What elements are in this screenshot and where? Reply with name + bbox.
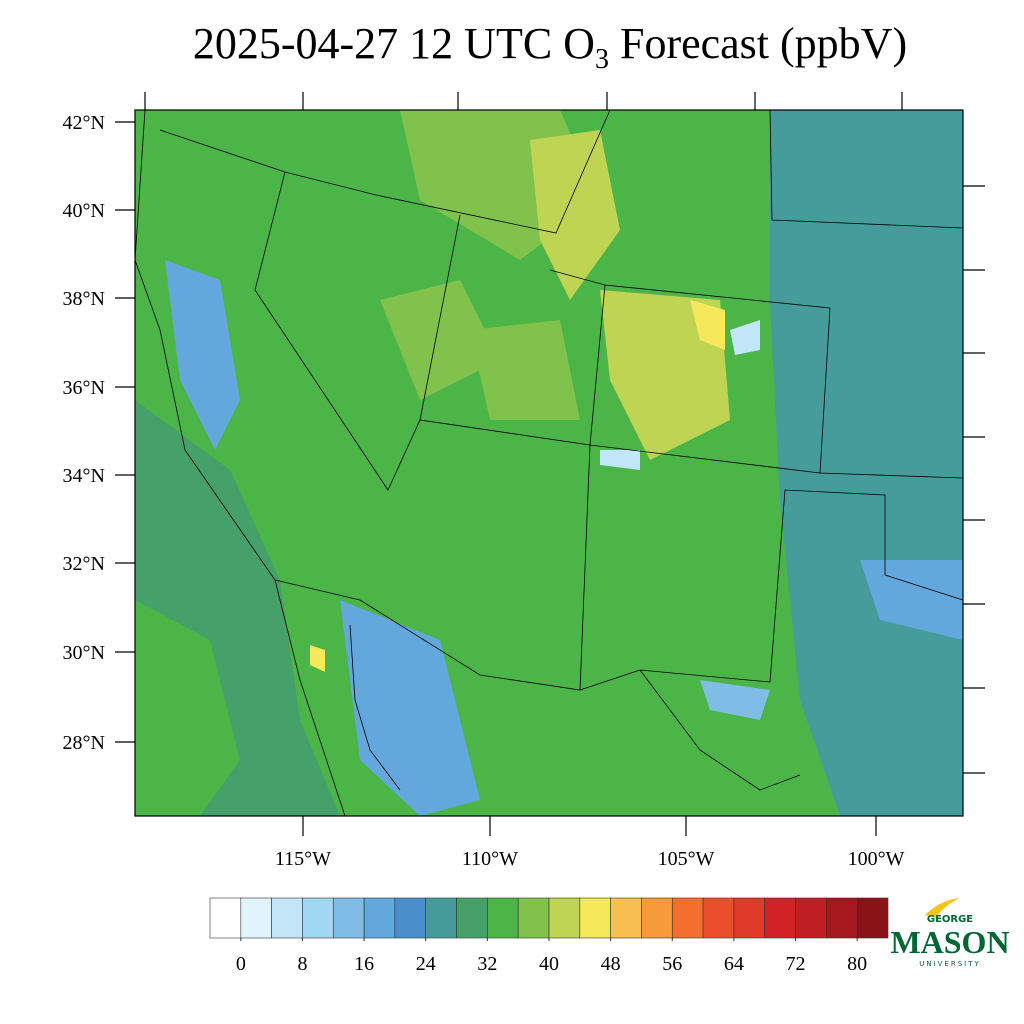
colorbar-box — [579, 897, 611, 939]
lon-label: 110°W — [462, 848, 518, 870]
colorbar-box — [517, 897, 550, 939]
lon-label: 115°W — [275, 848, 331, 870]
colorbar-box — [548, 897, 581, 939]
colorbar-tick-label: 8 — [297, 953, 307, 975]
logo: GEORGE MASON UNIVERSITY — [890, 898, 1010, 968]
title-sub: 3 — [595, 44, 609, 75]
map-field — [135, 110, 963, 816]
colorbar-box — [764, 897, 796, 939]
map-frame — [134, 109, 964, 817]
colorbar-box — [795, 897, 827, 939]
colorbar-tick-label: 72 — [786, 953, 806, 975]
colorbar-tick-label: 16 — [354, 953, 374, 975]
colorbar-box — [302, 897, 334, 939]
colorbar-box — [332, 897, 365, 939]
colorbar-box — [240, 897, 272, 939]
title-end: Forecast (ppbV) — [609, 19, 907, 68]
colorbar-box — [610, 897, 642, 939]
lat-label: 40°N — [63, 200, 105, 222]
colorbar-tick-label: 40 — [539, 953, 559, 975]
colorbar-box — [271, 897, 303, 939]
logo-main: MASON — [890, 924, 1009, 960]
colorbar-box — [487, 897, 519, 939]
graticule-ticks — [115, 92, 985, 836]
lon-label: 100°W — [848, 848, 905, 870]
colorbar-tick-label: 32 — [477, 953, 497, 975]
colorbar-tick-label: 64 — [724, 953, 744, 975]
colorbar-tick-label: 24 — [416, 953, 436, 975]
colorbar-box — [826, 897, 858, 939]
colorbar-box — [209, 897, 242, 939]
boundaries — [134, 109, 964, 817]
colorbar-box — [641, 897, 673, 939]
lat-label: 28°N — [63, 732, 105, 754]
colorbar-box — [856, 897, 889, 939]
title-main: 2025-04-27 12 UTC O — [193, 19, 595, 68]
colorbar-box — [425, 897, 457, 939]
lat-label: 36°N — [63, 377, 105, 399]
title: 2025-04-27 12 UTC O3 Forecast (ppbV) — [193, 19, 907, 75]
lon-label: 105°W — [658, 848, 715, 870]
colorbar-box — [733, 897, 766, 939]
colorbar-box — [702, 897, 735, 939]
colorbar-box — [456, 897, 488, 939]
lat-label: 30°N — [63, 642, 105, 664]
logo-top: GEORGE — [927, 914, 973, 925]
lat-label: 32°N — [63, 553, 105, 575]
lat-label: 42°N — [63, 112, 105, 134]
colorbar-tick-label: 0 — [236, 953, 246, 975]
colorbar-tick-label: 56 — [662, 953, 682, 975]
lat-label: 34°N — [63, 465, 105, 487]
colorbar-tick-label: 80 — [847, 953, 867, 975]
colorbar-box — [671, 897, 704, 939]
colorbar-box — [363, 897, 396, 939]
colorbar-box — [394, 897, 427, 939]
lat-label: 38°N — [63, 288, 105, 310]
colorbar-tick-label: 48 — [601, 953, 621, 975]
logo-bottom: UNIVERSITY — [919, 960, 981, 968]
